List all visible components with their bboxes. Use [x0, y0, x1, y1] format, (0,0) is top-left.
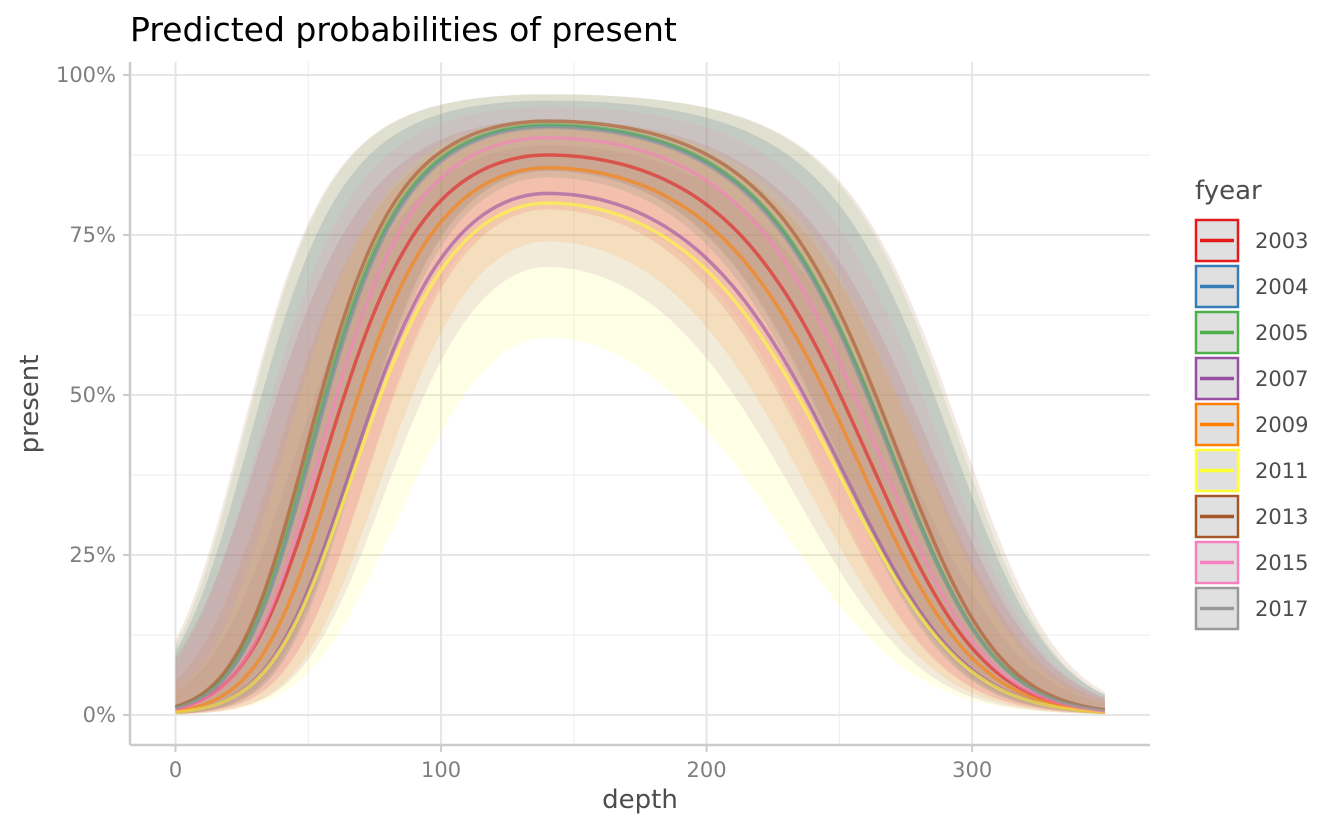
legend-item-2007: 2007	[1194, 356, 1308, 401]
legend-item-2004: 2004	[1194, 264, 1308, 309]
series-line-2017	[175, 125, 1106, 713]
legend-label: 2009	[1255, 413, 1308, 437]
x-axis-title: depth	[602, 785, 678, 815]
legend-item-2013: 2013	[1194, 494, 1308, 539]
legend-label: 2007	[1255, 367, 1308, 391]
legend-item-2003: 2003	[1194, 218, 1308, 263]
x-tick-label: 300	[952, 758, 992, 782]
ribbon-2017	[175, 100, 1105, 714]
series-line-2013	[174, 119, 1106, 712]
legend-label: 2005	[1255, 321, 1308, 345]
legend-title: fyear	[1195, 176, 1262, 206]
y-tick-label: 50%	[69, 383, 116, 407]
series-line-2011	[175, 201, 1105, 715]
y-tick-label: 0%	[83, 703, 116, 727]
series-lines	[174, 119, 1106, 715]
ribbon-2013	[175, 94, 1105, 714]
series-line-2007	[175, 191, 1105, 715]
legend-item-2017: 2017	[1194, 586, 1308, 631]
legend-item-2015: 2015	[1194, 540, 1308, 585]
ribbon-2005	[175, 94, 1105, 714]
legend-label: 2003	[1255, 229, 1308, 253]
ribbon-2003	[175, 119, 1105, 715]
y-axis-title: present	[15, 355, 45, 454]
legend-label: 2011	[1255, 459, 1308, 483]
legend-item-2011: 2011	[1194, 448, 1308, 493]
ribbon-2015	[175, 107, 1105, 715]
chart-title: Predicted probabilities of present	[130, 10, 677, 49]
grid	[130, 62, 1150, 745]
legend-label: 2015	[1255, 551, 1308, 575]
y-tick-label: 75%	[69, 223, 116, 247]
legend: fyear 2003 2004 2005 2007 2009 2011 2013 2015 20…	[1194, 176, 1308, 631]
legend-item-2005: 2005	[1194, 310, 1308, 355]
y-tick-label: 25%	[69, 543, 116, 567]
legend-label: 2013	[1255, 505, 1308, 529]
x-tick-label: 200	[687, 758, 727, 782]
series-line-2009	[175, 166, 1106, 714]
plot-area: 0 100 200 300 0% 25% 50% 75% 100%	[56, 62, 1150, 782]
ribbons	[175, 94, 1105, 715]
ribbon-2011	[175, 119, 1105, 715]
series-line-2003	[175, 153, 1106, 713]
legend-label: 2017	[1255, 597, 1308, 621]
y-tick-label: 100%	[56, 63, 116, 87]
ribbon-2004	[175, 100, 1105, 714]
legend-label: 2004	[1255, 275, 1308, 299]
x-tick-label: 0	[169, 758, 182, 782]
ribbon-2007	[175, 145, 1105, 715]
series-line-2015	[175, 135, 1106, 713]
x-tick-label: 100	[421, 758, 461, 782]
legend-item-2009: 2009	[1194, 402, 1308, 447]
